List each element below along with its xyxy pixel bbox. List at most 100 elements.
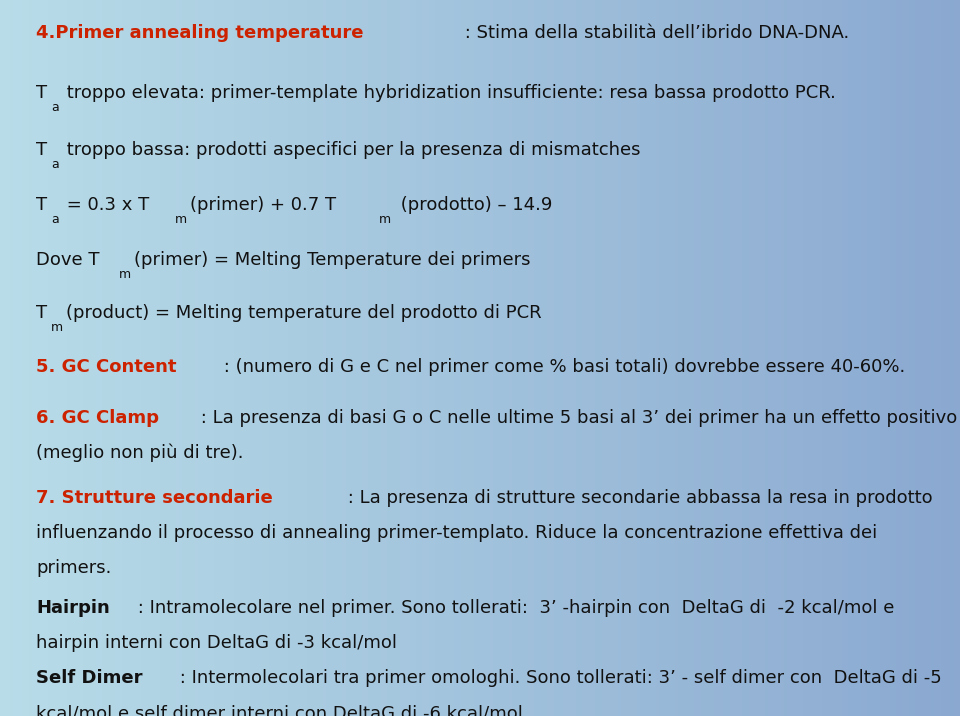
Bar bbox=[886, 0, 890, 716]
Bar bbox=[823, 0, 826, 716]
Bar bbox=[816, 0, 819, 716]
Bar bbox=[48, 0, 51, 716]
Bar bbox=[343, 0, 346, 716]
Bar bbox=[317, 0, 320, 716]
Bar bbox=[250, 0, 252, 716]
Bar bbox=[662, 0, 665, 716]
Bar bbox=[470, 0, 473, 716]
Bar bbox=[180, 0, 182, 716]
Text: m: m bbox=[118, 268, 131, 281]
Bar bbox=[144, 0, 147, 716]
Bar bbox=[717, 0, 720, 716]
Bar bbox=[403, 0, 406, 716]
Bar bbox=[247, 0, 250, 716]
Bar bbox=[944, 0, 948, 716]
Text: (meglio non più di tre).: (meglio non più di tre). bbox=[36, 443, 244, 462]
Bar bbox=[560, 0, 564, 716]
Text: = 0.3 x T: = 0.3 x T bbox=[60, 196, 149, 214]
Bar bbox=[74, 0, 77, 716]
Text: 6. GC Clamp: 6. GC Clamp bbox=[36, 409, 159, 427]
Bar bbox=[948, 0, 950, 716]
Bar bbox=[720, 0, 723, 716]
Bar bbox=[339, 0, 343, 716]
Text: : Intermolecolari tra primer omologhi. Sono tollerati: 3’ - self dimer con  Delt: : Intermolecolari tra primer omologhi. S… bbox=[174, 669, 942, 687]
Text: a: a bbox=[51, 158, 59, 171]
Bar bbox=[547, 0, 550, 716]
Bar bbox=[166, 0, 170, 716]
Bar bbox=[0, 0, 3, 716]
Text: T: T bbox=[36, 84, 48, 102]
Bar bbox=[387, 0, 391, 716]
Bar bbox=[742, 0, 746, 716]
Bar bbox=[730, 0, 732, 716]
Bar bbox=[554, 0, 557, 716]
Bar bbox=[55, 0, 58, 716]
Bar bbox=[915, 0, 919, 716]
Bar bbox=[41, 0, 45, 716]
Bar bbox=[828, 0, 832, 716]
Bar bbox=[598, 0, 602, 716]
Bar bbox=[461, 0, 464, 716]
Bar bbox=[413, 0, 416, 716]
Bar bbox=[525, 0, 528, 716]
Bar bbox=[912, 0, 915, 716]
Bar bbox=[848, 0, 852, 716]
Bar bbox=[669, 0, 672, 716]
Bar bbox=[240, 0, 243, 716]
Bar bbox=[400, 0, 403, 716]
Bar bbox=[605, 0, 608, 716]
Bar bbox=[208, 0, 211, 716]
Bar bbox=[595, 0, 598, 716]
Bar bbox=[679, 0, 682, 716]
Bar bbox=[326, 0, 329, 716]
Bar bbox=[252, 0, 256, 716]
Bar bbox=[300, 0, 304, 716]
Bar bbox=[416, 0, 420, 716]
Bar bbox=[352, 0, 355, 716]
Bar bbox=[509, 0, 512, 716]
Bar bbox=[650, 0, 653, 716]
Bar bbox=[771, 0, 775, 716]
Bar bbox=[636, 0, 640, 716]
Bar bbox=[634, 0, 636, 716]
Text: hairpin interni con DeltaG di -3 kcal/mol: hairpin interni con DeltaG di -3 kcal/mo… bbox=[36, 634, 397, 652]
Bar bbox=[627, 0, 631, 716]
Bar bbox=[420, 0, 422, 716]
Bar bbox=[38, 0, 41, 716]
Bar bbox=[454, 0, 458, 716]
Bar bbox=[228, 0, 230, 716]
Bar bbox=[333, 0, 336, 716]
Bar bbox=[826, 0, 828, 716]
Bar bbox=[797, 0, 800, 716]
Bar bbox=[804, 0, 806, 716]
Bar bbox=[473, 0, 477, 716]
Bar bbox=[298, 0, 300, 716]
Bar bbox=[269, 0, 272, 716]
Text: (primer) = Melting Temperature dei primers: (primer) = Melting Temperature dei prime… bbox=[134, 251, 531, 269]
Text: T: T bbox=[36, 141, 48, 159]
Bar bbox=[151, 0, 154, 716]
Bar bbox=[838, 0, 842, 716]
Bar bbox=[285, 0, 288, 716]
Bar bbox=[544, 0, 547, 716]
Bar bbox=[902, 0, 905, 716]
Bar bbox=[233, 0, 237, 716]
Bar bbox=[852, 0, 854, 716]
Bar bbox=[566, 0, 569, 716]
Bar bbox=[288, 0, 291, 716]
Text: kcal/mol e self dimer interni con DeltaG di -6 kcal/mol.: kcal/mol e self dimer interni con DeltaG… bbox=[36, 704, 529, 716]
Bar bbox=[310, 0, 314, 716]
Bar bbox=[189, 0, 192, 716]
Bar bbox=[134, 0, 137, 716]
Bar bbox=[266, 0, 269, 716]
Bar bbox=[89, 0, 93, 716]
Bar bbox=[832, 0, 835, 716]
Text: Hairpin: Hairpin bbox=[36, 599, 110, 617]
Bar bbox=[528, 0, 531, 716]
Bar bbox=[362, 0, 365, 716]
Bar bbox=[746, 0, 749, 716]
Bar bbox=[631, 0, 634, 716]
Bar bbox=[295, 0, 298, 716]
Bar bbox=[67, 0, 70, 716]
Bar bbox=[374, 0, 377, 716]
